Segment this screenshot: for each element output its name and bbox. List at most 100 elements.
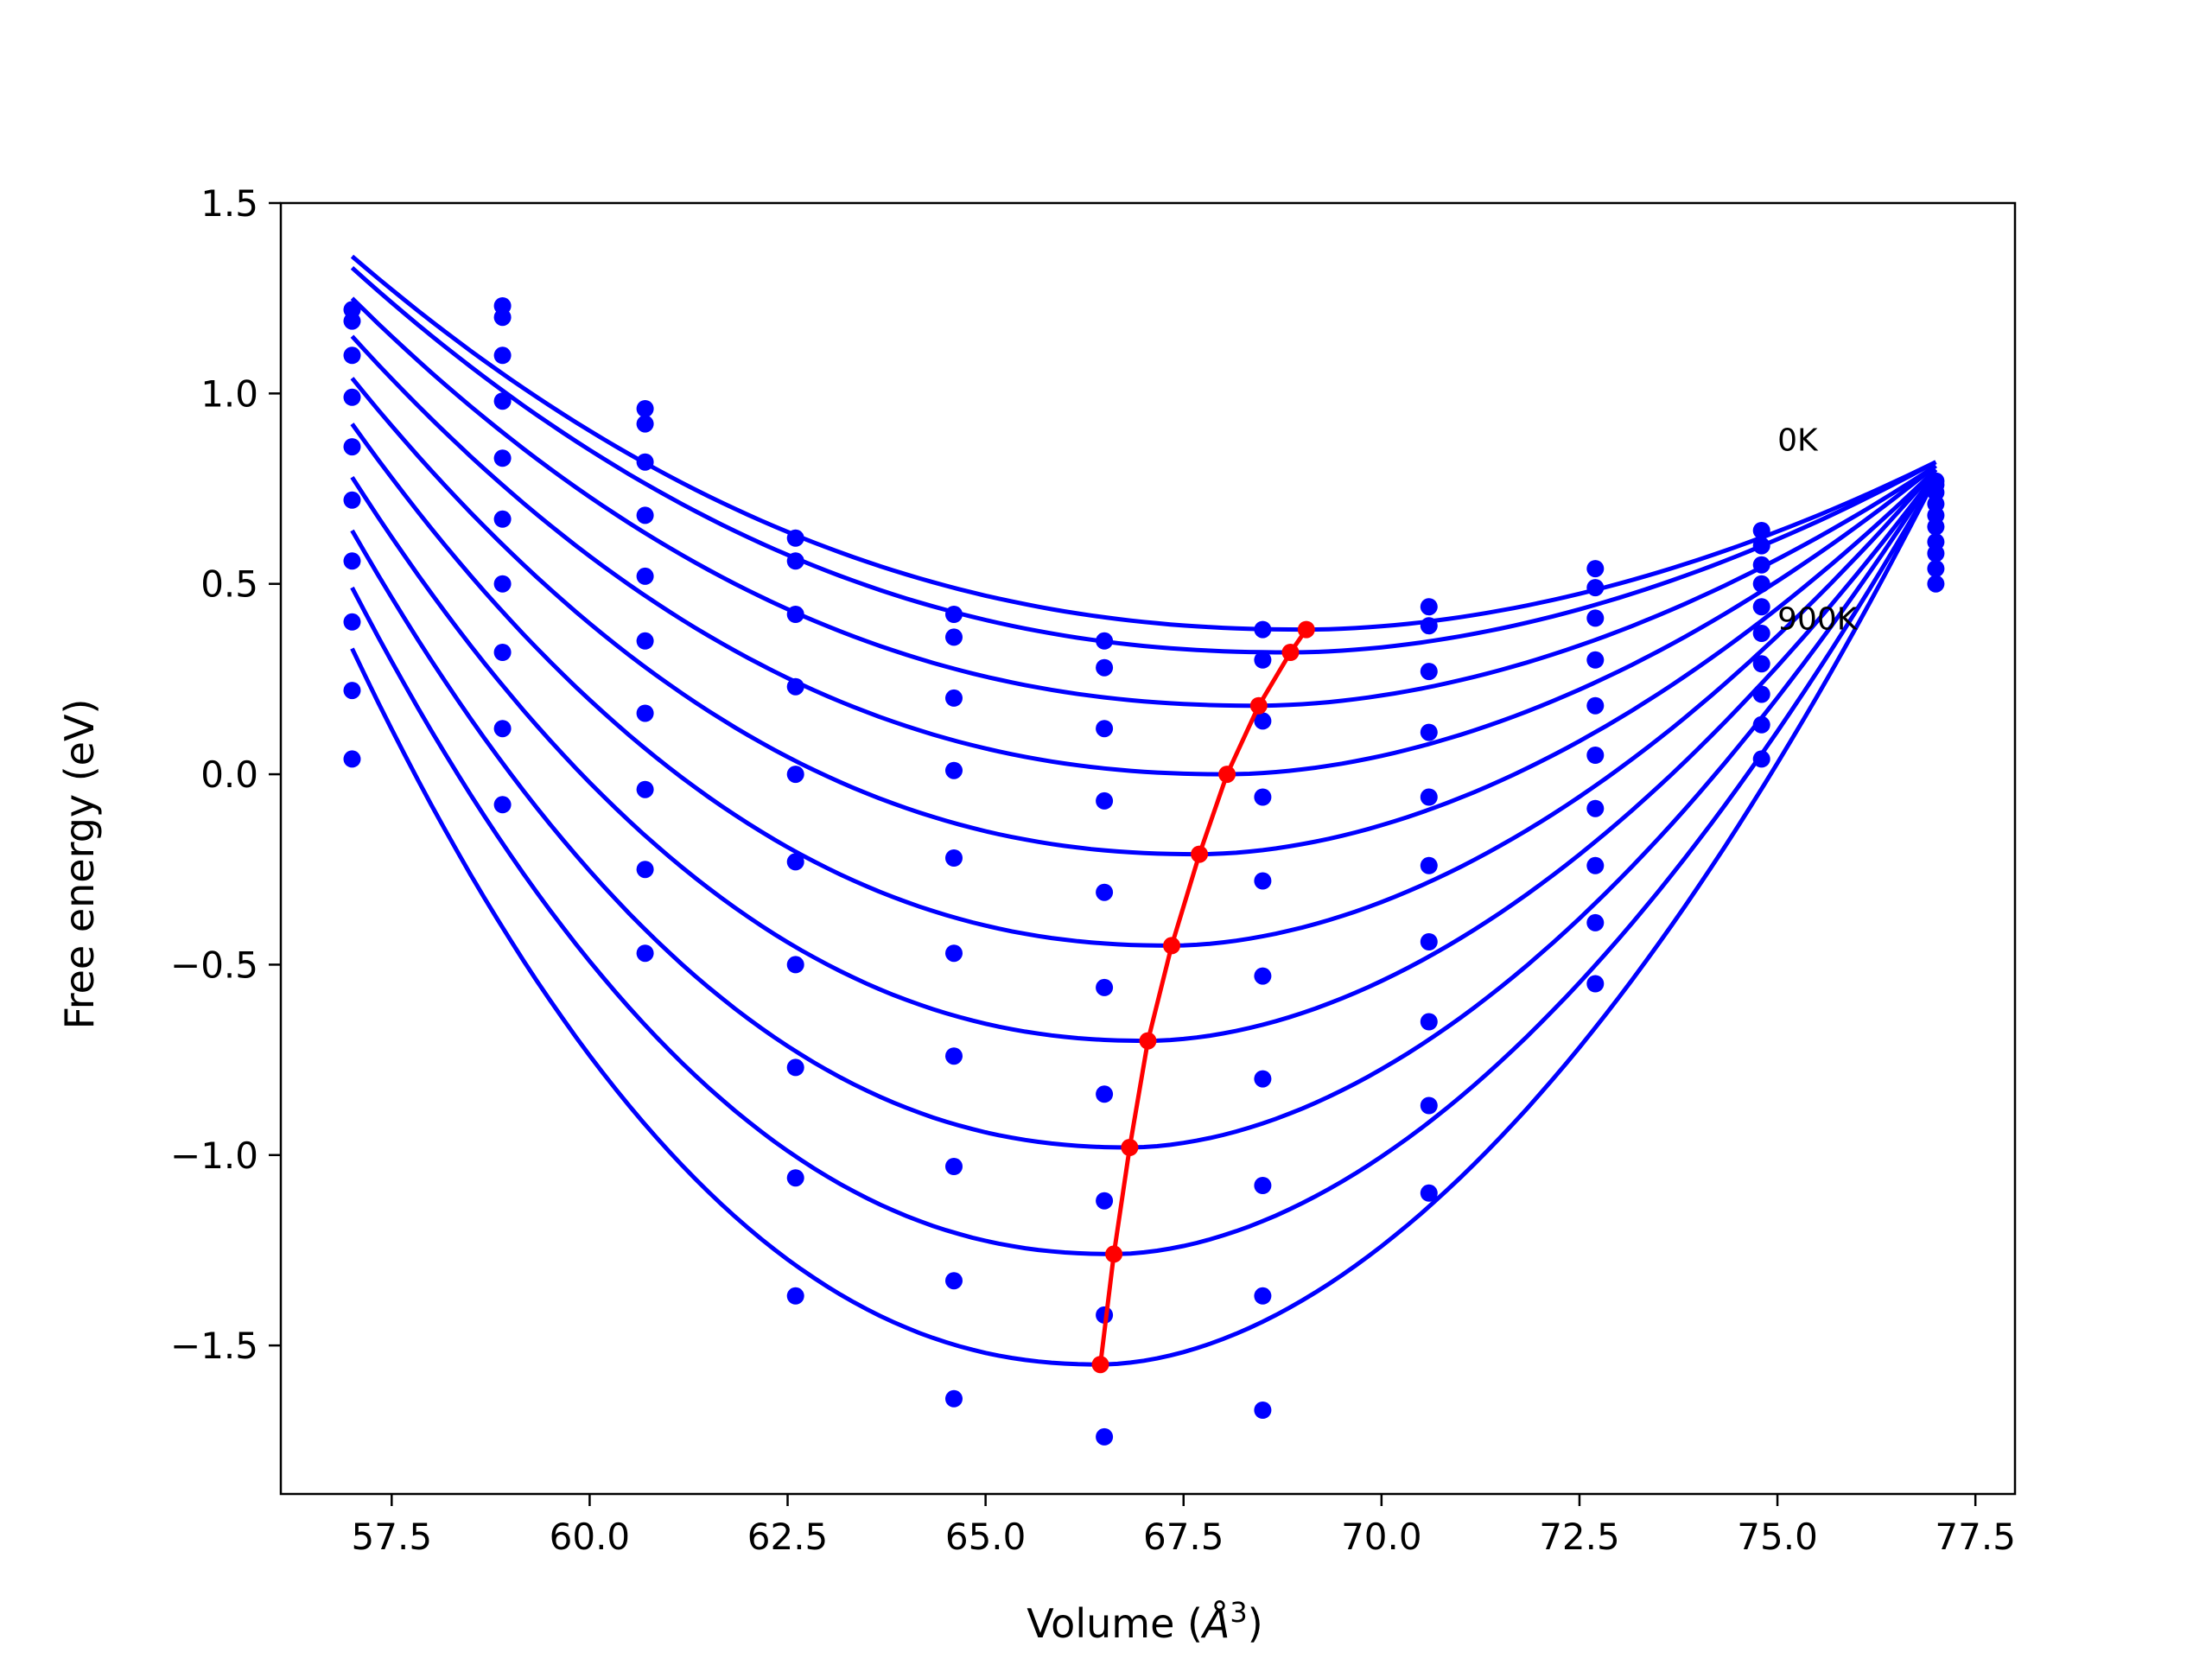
data-point	[1254, 712, 1272, 730]
minimum-path	[1091, 620, 1315, 1374]
data-point	[636, 861, 654, 879]
data-point	[1752, 750, 1770, 768]
data-point	[1927, 575, 1945, 593]
y-tick-label: 1.0	[200, 372, 258, 415]
data-point	[1927, 560, 1945, 578]
data-point	[636, 567, 654, 585]
x-axis-label: Volume (Å3)	[1027, 1596, 1262, 1647]
data-point	[636, 632, 654, 650]
data-point	[1586, 579, 1605, 597]
data-point	[636, 400, 654, 417]
annotation-label: 900K	[1777, 602, 1859, 638]
minimum-point	[1091, 1356, 1109, 1374]
fit-curve	[350, 476, 1938, 1367]
data-point	[1096, 658, 1114, 677]
data-point	[1586, 651, 1605, 669]
data-point	[1752, 537, 1770, 555]
minimum-point	[1218, 766, 1236, 784]
data-point	[1927, 518, 1945, 536]
data-point	[1096, 883, 1114, 901]
data-point	[1752, 625, 1770, 642]
fit-curve	[350, 254, 1937, 632]
data-points	[343, 297, 1945, 1446]
y-tick-label: 0.0	[200, 753, 258, 796]
data-point	[493, 796, 512, 814]
data-point	[1586, 696, 1605, 715]
y-tick-label: 0.5	[200, 563, 258, 606]
data-point	[343, 388, 361, 406]
y-tick-label: −1.0	[170, 1135, 258, 1177]
fit-curve	[350, 472, 1938, 1150]
x-tick-label: 60.0	[550, 1516, 631, 1558]
data-point	[636, 506, 654, 524]
data-point	[1096, 1085, 1114, 1103]
data-point	[945, 1389, 963, 1408]
data-point	[786, 529, 804, 547]
x-tick-label: 77.5	[1935, 1516, 2016, 1558]
data-point	[1096, 632, 1114, 650]
data-point	[636, 415, 654, 433]
data-point	[1586, 747, 1605, 764]
minimum-point	[1281, 644, 1300, 661]
data-point	[945, 761, 963, 779]
annotation-label: 0K	[1777, 423, 1819, 458]
x-tick-label: 75.0	[1737, 1516, 1818, 1558]
data-point	[945, 628, 963, 646]
data-point	[1420, 788, 1438, 806]
annotations: 0K 900K	[1777, 423, 1859, 637]
fit-curve	[350, 423, 1938, 948]
data-point	[786, 853, 804, 871]
data-point	[1254, 1287, 1272, 1305]
data-point	[1096, 791, 1114, 810]
minimum-point	[1191, 845, 1209, 863]
data-point	[786, 1058, 804, 1077]
data-point	[786, 1169, 804, 1187]
data-point	[493, 346, 512, 365]
data-point	[1254, 651, 1272, 669]
x-tick-label: 65.0	[945, 1516, 1027, 1558]
data-point	[343, 312, 361, 330]
data-point	[1752, 715, 1770, 734]
y-axis-ticks: 1.5 1.0 0.5 0.0 −0.5 −1.0 −1.5	[170, 182, 281, 1367]
data-point	[1420, 598, 1438, 616]
minimum-point	[1105, 1245, 1123, 1263]
data-point	[493, 308, 512, 327]
data-point	[636, 944, 654, 963]
data-point	[343, 613, 361, 631]
data-point	[1752, 522, 1770, 539]
minimum-point	[1121, 1139, 1139, 1156]
fit-curve	[350, 476, 1938, 1256]
data-point	[1420, 723, 1438, 741]
data-point	[945, 606, 963, 623]
data-point	[945, 849, 963, 867]
data-point	[1752, 685, 1770, 703]
data-point	[1586, 609, 1605, 627]
data-point	[1586, 856, 1605, 874]
minimum-point	[1297, 620, 1315, 639]
data-point	[1420, 856, 1438, 874]
data-point	[1096, 1192, 1114, 1210]
data-point	[1254, 1402, 1272, 1419]
data-point	[343, 552, 361, 570]
data-point	[1752, 598, 1770, 616]
data-point	[636, 704, 654, 722]
fit-curves	[350, 254, 1938, 1367]
data-point	[1096, 978, 1114, 996]
y-tick-label: −0.5	[170, 944, 258, 986]
x-tick-label: 62.5	[747, 1516, 829, 1558]
fit-curve	[350, 334, 1937, 777]
data-point	[493, 644, 512, 661]
data-point	[1586, 975, 1605, 993]
plot-frame	[279, 201, 2017, 1496]
data-point	[1420, 1184, 1438, 1202]
data-point	[636, 780, 654, 798]
data-point	[493, 720, 512, 738]
data-point	[493, 575, 512, 593]
x-tick-label: 57.5	[352, 1516, 433, 1558]
data-point	[945, 689, 963, 707]
data-point	[786, 606, 804, 623]
data-point	[1254, 1070, 1272, 1088]
data-point	[493, 392, 512, 410]
data-point	[493, 449, 512, 467]
